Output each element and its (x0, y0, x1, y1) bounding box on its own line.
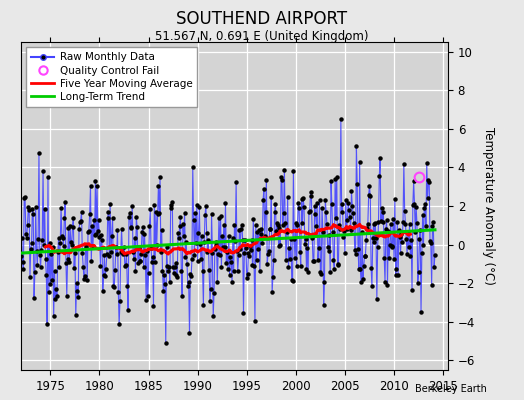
Text: SOUTHEND AIRPORT: SOUTHEND AIRPORT (177, 10, 347, 28)
Text: 51.567 N, 0.691 E (United Kingdom): 51.567 N, 0.691 E (United Kingdom) (155, 30, 369, 43)
Y-axis label: Temperature Anomaly (°C): Temperature Anomaly (°C) (482, 127, 495, 285)
Legend: Raw Monthly Data, Quality Control Fail, Five Year Moving Average, Long-Term Tren: Raw Monthly Data, Quality Control Fail, … (26, 47, 198, 107)
Text: Berkeley Earth: Berkeley Earth (416, 384, 487, 394)
